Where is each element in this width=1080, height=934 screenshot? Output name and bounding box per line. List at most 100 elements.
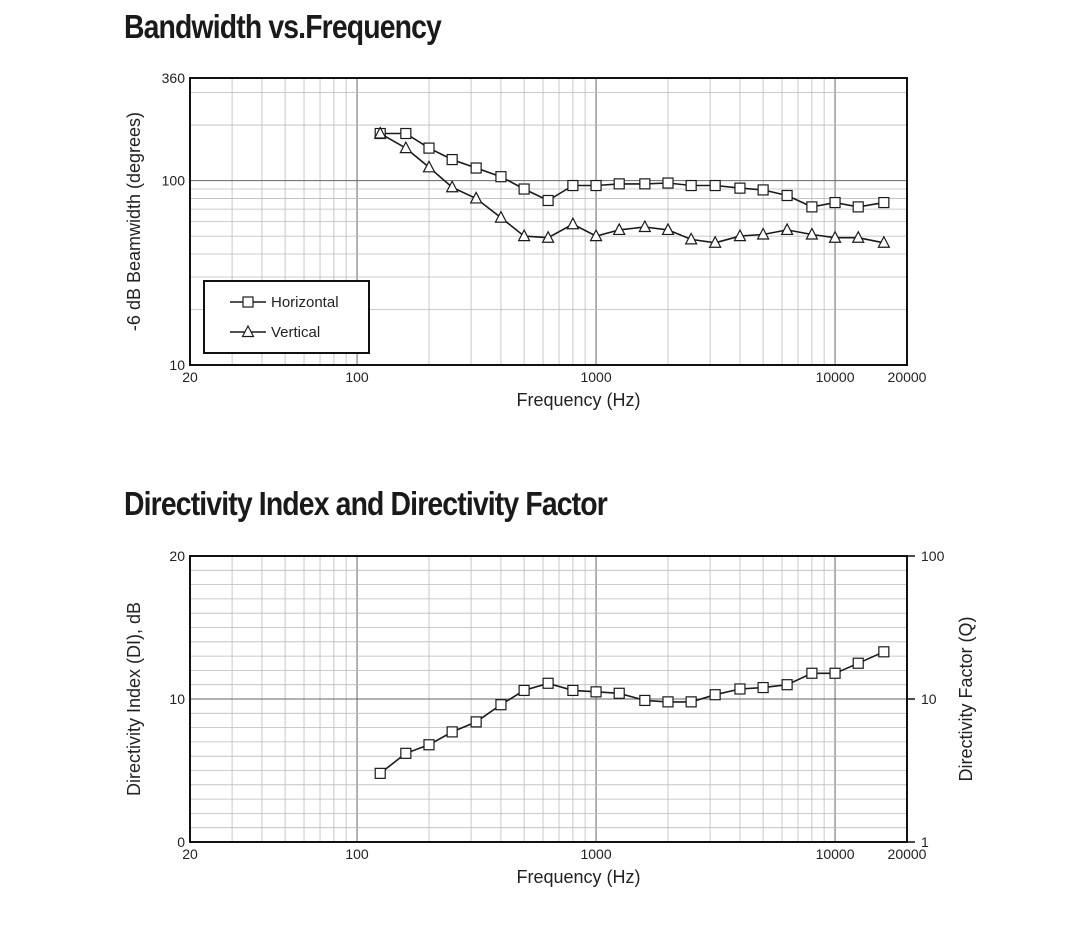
- data-point-square: [613, 178, 625, 190]
- data-point-square: [852, 201, 864, 213]
- data-point-triangle: [733, 228, 747, 242]
- data-point-triangle: [373, 126, 387, 139]
- data-point-square: [590, 686, 602, 698]
- data-point-square: [781, 189, 793, 202]
- data-point-square: [542, 677, 554, 689]
- data-point-square: [757, 681, 769, 694]
- data-point-square: [495, 171, 507, 183]
- data-point-square: [662, 696, 674, 708]
- data-point-triangle: [399, 140, 413, 154]
- data-point-square: [374, 767, 386, 779]
- data-point-square: [423, 739, 435, 751]
- data-point-square: [446, 153, 458, 166]
- data-point-square: [806, 201, 818, 213]
- data-point-square: [400, 747, 412, 759]
- data-point-triangle: [612, 222, 626, 236]
- data-point-square: [878, 646, 890, 658]
- data-point-square: [734, 182, 746, 194]
- legend-marker-square: [242, 296, 254, 308]
- data-point-triangle: [828, 230, 842, 243]
- grid-lines: [190, 78, 907, 365]
- data-point-square: [518, 183, 530, 195]
- series-di: [374, 646, 890, 779]
- data-point-square: [495, 699, 507, 711]
- data-point-square: [829, 667, 841, 679]
- data-point-square: [685, 696, 697, 708]
- data-point-square: [470, 162, 482, 174]
- data-point-square: [709, 179, 721, 192]
- grid-lines: [190, 556, 907, 842]
- y-tick-label: 0: [177, 834, 185, 850]
- y-tick-label: 20: [169, 548, 185, 564]
- data-point-square: [518, 684, 530, 697]
- data-point-square: [734, 683, 746, 695]
- x-tick-label: 20000: [888, 846, 927, 862]
- data-point-square: [878, 196, 890, 209]
- data-point-square: [567, 179, 579, 192]
- data-point-square: [542, 194, 554, 207]
- data-point-triangle: [851, 230, 865, 243]
- data-point-triangle: [684, 232, 698, 245]
- x-tick-label: 20: [182, 369, 198, 385]
- x-tick-label: 100: [345, 369, 369, 385]
- series-line: [380, 132, 884, 208]
- data-point-triangle: [517, 228, 531, 242]
- data-point-triangle: [877, 235, 891, 248]
- data-point-square: [806, 667, 818, 679]
- y-axis-label: -6 dB Beamwidth (degrees): [124, 112, 144, 331]
- series-line: [379, 132, 884, 244]
- data-point-square: [757, 184, 769, 196]
- data-point-square: [590, 179, 602, 192]
- data-point-square: [400, 127, 412, 140]
- data-point-triangle: [541, 230, 555, 243]
- data-point-triangle: [494, 210, 508, 223]
- x-tick-label: 10000: [816, 369, 855, 385]
- data-point-triangle: [445, 179, 459, 193]
- directivity-chart: 20 100 1000 10000 20000 0 10 20 1 10 100 Frequency …: [124, 548, 976, 887]
- data-point-square: [470, 716, 482, 728]
- data-point-square: [567, 684, 579, 697]
- y-right-tick-label: 1: [921, 834, 929, 850]
- data-point-triangle: [805, 227, 819, 240]
- y-right-tick-label: 100: [921, 548, 945, 564]
- data-point-triangle: [780, 222, 794, 236]
- bandwidth-chart-title: Bandwidth vs.Frequency: [124, 8, 442, 45]
- data-point-triangle: [638, 219, 652, 233]
- legend-label: Vertical: [271, 324, 320, 341]
- data-point-triangle: [422, 160, 436, 173]
- data-point-triangle: [469, 191, 483, 204]
- data-point-triangle: [661, 222, 675, 236]
- data-point-square: [829, 196, 841, 209]
- data-point-triangle: [756, 227, 770, 240]
- plot-frame: [189, 77, 908, 366]
- legend-label: Horizontal: [271, 294, 339, 311]
- bandwidth-chart: 20 100 1000 10000 20000 10 100 360 Frequency (Hz…: [124, 70, 927, 410]
- y-tick-label: 10: [169, 691, 185, 707]
- legend-box: [203, 280, 370, 354]
- x-tick-label: 100: [345, 846, 369, 862]
- y-tick-label: 360: [162, 70, 186, 86]
- data-point-square: [639, 178, 651, 190]
- data-point-triangle: [566, 216, 580, 230]
- data-point-square: [639, 694, 651, 707]
- y-axis-label-right: Directivity Factor (Q): [956, 616, 976, 781]
- y-right-tick-label: 10: [921, 691, 937, 707]
- data-point-square: [852, 657, 864, 669]
- series-horizontal: [374, 127, 890, 213]
- data-point-triangle: [589, 228, 603, 242]
- x-tick-label: 10000: [816, 846, 855, 862]
- y-axis-label: Directivity Index (DI), dB: [124, 602, 144, 796]
- data-point-square: [613, 687, 625, 699]
- data-point-square: [781, 679, 793, 691]
- data-point-square: [709, 689, 721, 701]
- y-tick-label: 10: [169, 357, 185, 373]
- data-point-square: [662, 177, 674, 189]
- x-axis-label: Frequency (Hz): [516, 390, 640, 410]
- data-point-square: [685, 179, 697, 192]
- x-tick-label: 1000: [580, 846, 611, 862]
- data-point-square: [423, 142, 435, 154]
- x-tick-label: 20: [182, 846, 198, 862]
- legend-marker-triangle: [241, 324, 255, 338]
- directivity-chart-title: Directivity Index and Directivity Factor: [124, 485, 608, 522]
